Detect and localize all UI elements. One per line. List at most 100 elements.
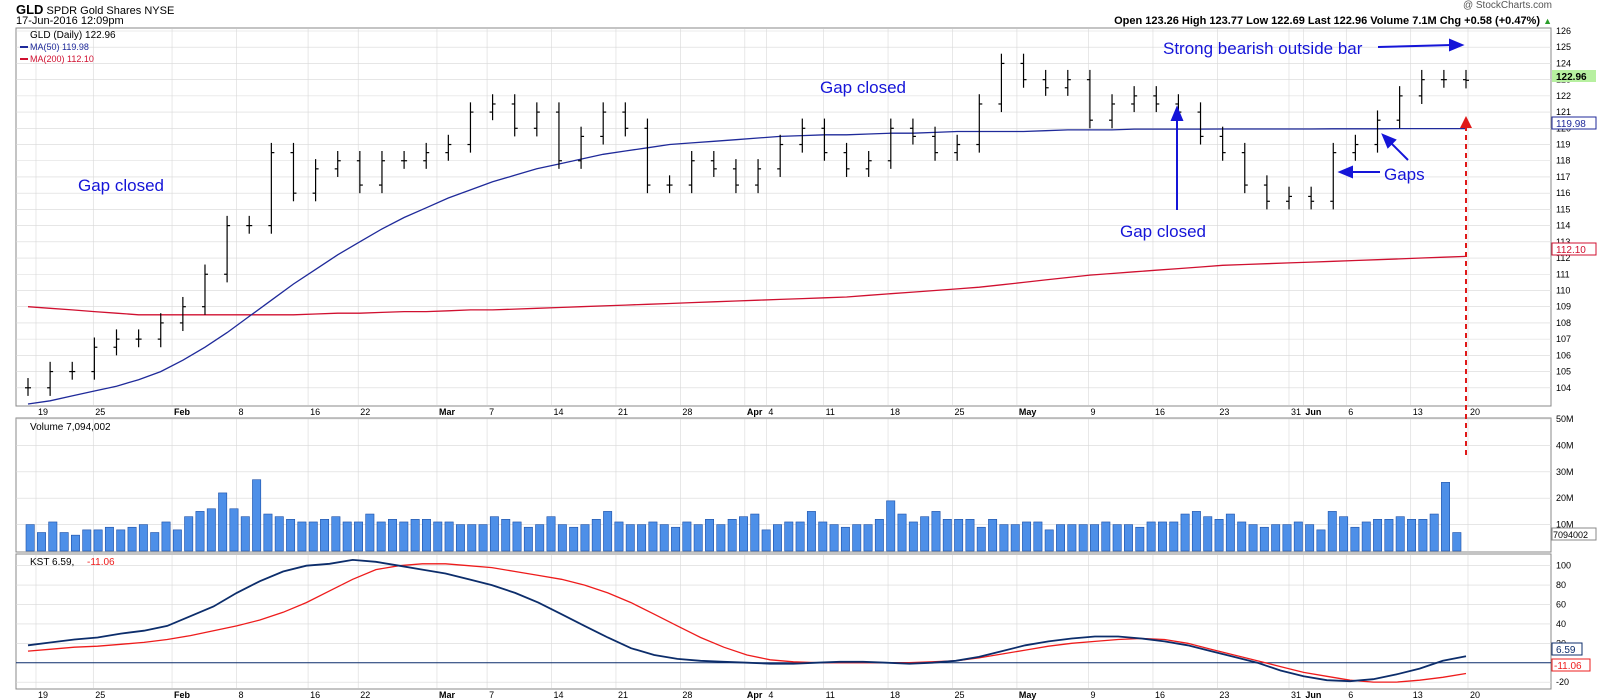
kst-signal-tag: -11.06 bbox=[1554, 661, 1582, 672]
volume-bar bbox=[229, 508, 239, 552]
volume-bar bbox=[421, 519, 431, 552]
price-tick-label: 117 bbox=[1556, 172, 1570, 182]
volume-bar bbox=[591, 519, 601, 552]
chg-up-icon: ▲ bbox=[1543, 16, 1552, 26]
price-tick-label: 108 bbox=[1556, 318, 1571, 328]
price-tick-label: 122 bbox=[1556, 91, 1571, 101]
quote-values: Open 123.26 High 123.77 Low 122.69 Last … bbox=[1114, 15, 1541, 27]
price-tick-label: 124 bbox=[1556, 58, 1571, 68]
volume-bar bbox=[1350, 526, 1360, 552]
quote-line: Open 123.26 High 123.77 Low 122.69 Last … bbox=[1114, 15, 1552, 27]
volume-bars bbox=[25, 479, 1462, 552]
volume-legend: Volume 7,094,002 bbox=[30, 422, 111, 433]
kst-panel-frame bbox=[15, 553, 1552, 690]
volume-bar bbox=[478, 524, 488, 552]
volume-bar bbox=[467, 524, 477, 552]
outside-bar-arrow-head bbox=[1449, 38, 1465, 52]
annotation-gap-closed-1: Gap closed bbox=[78, 176, 164, 195]
volume-bar bbox=[773, 524, 782, 552]
kst-signal-legend: -11.06 bbox=[87, 557, 115, 568]
price-panel-frame bbox=[15, 27, 1552, 407]
gap-closed-arrow-head bbox=[1170, 105, 1184, 121]
volume-bar bbox=[569, 526, 579, 552]
kst-tag: 6.59 bbox=[1556, 645, 1576, 656]
grid-lines bbox=[16, 29, 1551, 688]
volume-bar bbox=[625, 524, 635, 552]
date-tick-label: 20 bbox=[1470, 690, 1480, 700]
volume-tick-label: 10M bbox=[1556, 520, 1574, 530]
date-tick-label: 28 bbox=[682, 690, 692, 700]
volume-bar bbox=[1282, 524, 1292, 552]
date-tick-label: 16 bbox=[1155, 407, 1165, 417]
volume-bar bbox=[1191, 511, 1201, 552]
volume-bar bbox=[388, 519, 397, 552]
volume-bar bbox=[1361, 521, 1371, 552]
volume-bar bbox=[1056, 524, 1066, 552]
date-tick-label: 11 bbox=[826, 690, 835, 700]
volume-bar bbox=[1090, 524, 1099, 552]
volume-bar bbox=[897, 513, 907, 552]
kst-line bbox=[27, 558, 1467, 683]
date-tick-label: 19 bbox=[38, 407, 48, 417]
date-tick-label: 21 bbox=[618, 407, 628, 417]
volume-bar bbox=[365, 513, 375, 552]
kst-tag-bg bbox=[1551, 642, 1583, 656]
volume-bar bbox=[1395, 516, 1405, 552]
volume-bar bbox=[874, 519, 884, 552]
price-tick-label: 106 bbox=[1556, 350, 1571, 360]
volume-panel-frame bbox=[15, 417, 1552, 553]
date-tick-label: 31 bbox=[1291, 690, 1301, 700]
symbol-exchange: NYSE bbox=[144, 5, 175, 17]
volume-bar bbox=[523, 526, 533, 552]
price-tick-label: 113 bbox=[1556, 237, 1570, 247]
price-tick-label: 112 bbox=[1556, 253, 1570, 263]
volume-bar bbox=[682, 521, 692, 552]
volume-bar bbox=[320, 519, 330, 552]
volume-bar bbox=[1429, 513, 1439, 552]
volume-bar bbox=[705, 519, 714, 552]
date-tick-label: Feb bbox=[174, 690, 191, 700]
volume-bar bbox=[1078, 524, 1088, 552]
annotations: Gap closed Gap closed Gap closed Strong … bbox=[78, 39, 1425, 241]
volume-bar bbox=[376, 521, 386, 552]
ma50-series-line bbox=[27, 127, 1466, 405]
volume-bar bbox=[1452, 532, 1462, 552]
volume-bar bbox=[942, 519, 952, 552]
volume-bar bbox=[263, 513, 273, 552]
volume-bar bbox=[546, 516, 556, 552]
date-tick-label: 13 bbox=[1413, 690, 1423, 700]
volume-bar bbox=[1441, 482, 1450, 552]
volume-bar bbox=[342, 521, 352, 552]
date-tick-label: Apr bbox=[747, 690, 763, 700]
volume-bar bbox=[614, 521, 624, 552]
volume-bar bbox=[1203, 516, 1213, 552]
date-tick-label: Mar bbox=[439, 690, 456, 700]
volume-bar bbox=[1407, 519, 1417, 552]
kst-tick-label: 40 bbox=[1556, 619, 1566, 629]
gaps-arrow-left-head bbox=[1337, 165, 1353, 179]
kst-legend: KST 6.59, bbox=[30, 557, 74, 568]
last-price-tag: 122.96 bbox=[1556, 72, 1587, 83]
ma50-tag-bg bbox=[1551, 116, 1597, 130]
volume-bar bbox=[172, 529, 182, 552]
date-tick-label: 4 bbox=[768, 407, 773, 417]
date-tick-label: 25 bbox=[954, 407, 964, 417]
kst-signal-line bbox=[27, 563, 1467, 683]
volume-bar bbox=[138, 524, 148, 552]
annotation-gap-closed-2: Gap closed bbox=[820, 78, 906, 97]
date-tick-label: 25 bbox=[954, 690, 964, 700]
volume-bar bbox=[954, 519, 964, 552]
volume-bar bbox=[37, 532, 46, 552]
volume-bar bbox=[671, 526, 681, 552]
volume-bar bbox=[1112, 524, 1122, 552]
volume-bar bbox=[557, 524, 567, 552]
volume-bar bbox=[93, 529, 103, 552]
date-tick-label: 13 bbox=[1413, 407, 1423, 417]
price-tick-label: 121 bbox=[1556, 107, 1571, 117]
volume-bar bbox=[82, 529, 92, 552]
volume-bar bbox=[184, 516, 194, 552]
date-tick-label: 22 bbox=[360, 690, 370, 700]
price-tick-label: 125 bbox=[1556, 42, 1571, 52]
date-tick-label: Feb bbox=[174, 407, 191, 417]
symbol-ticker: GLD bbox=[16, 2, 44, 17]
